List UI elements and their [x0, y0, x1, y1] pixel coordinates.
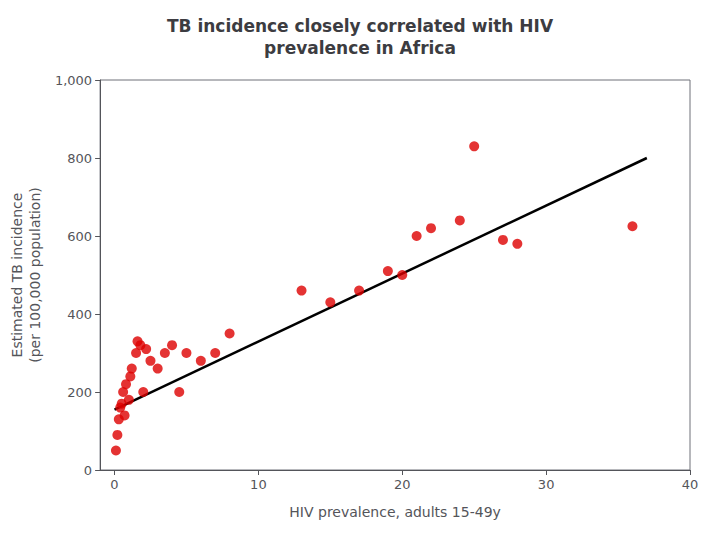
svg-text:400: 400: [67, 307, 92, 322]
svg-text:40: 40: [682, 477, 699, 492]
svg-text:10: 10: [250, 477, 267, 492]
svg-text:20: 20: [394, 477, 411, 492]
svg-text:800: 800: [67, 151, 92, 166]
svg-text:Estimated TB incidence: Estimated TB incidence: [9, 193, 25, 358]
svg-text:1,000: 1,000: [55, 73, 92, 88]
svg-text:200: 200: [67, 385, 92, 400]
svg-text:600: 600: [67, 229, 92, 244]
svg-text:prevalence in Africa: prevalence in Africa: [264, 38, 456, 58]
svg-text:TB incidence closely correlate: TB incidence closely correlated with HIV: [167, 16, 554, 36]
svg-text:0: 0: [110, 477, 118, 492]
svg-text:(per 100,000 population): (per 100,000 population): [27, 187, 43, 362]
svg-text:30: 30: [538, 477, 555, 492]
svg-text:0: 0: [84, 463, 92, 478]
svg-text:HIV prevalence, adults 15-49y: HIV prevalence, adults 15-49y: [289, 504, 501, 520]
